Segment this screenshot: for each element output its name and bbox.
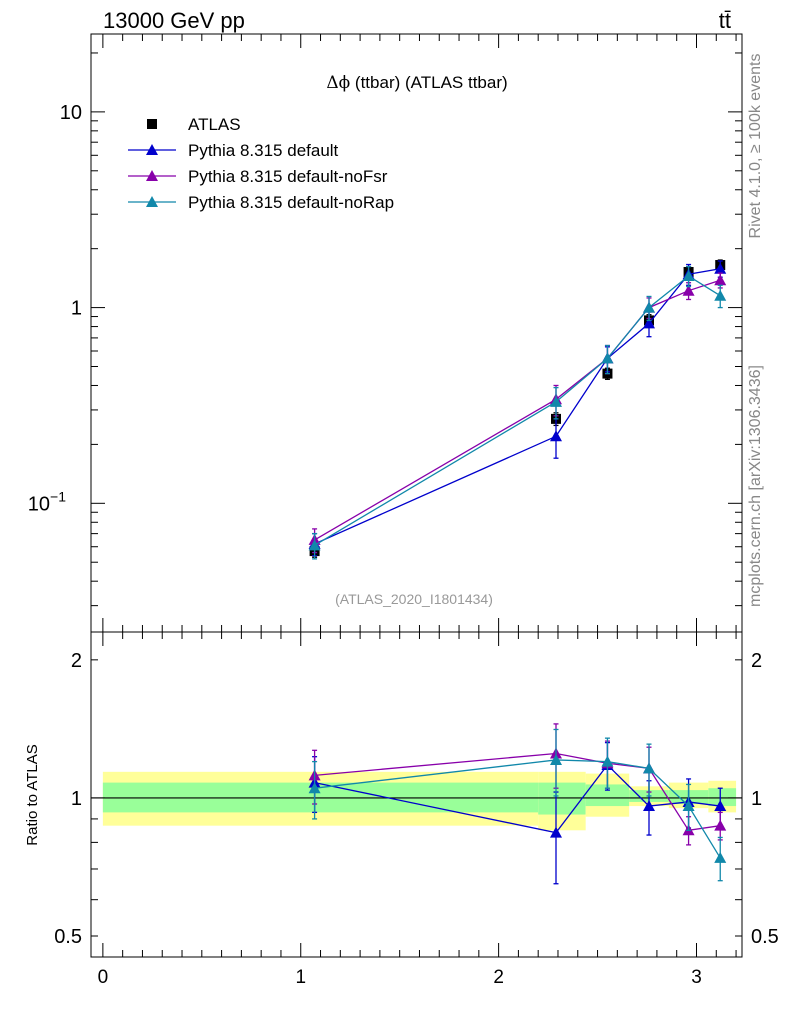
x-tick-label: 2: [493, 967, 504, 988]
ratio-point-noFsr: [714, 819, 727, 831]
ratio-y-tick-label-right: 1: [751, 788, 762, 810]
ratio-y-tick-label-right: 0.5: [751, 926, 779, 948]
ratio-point-noRap: [308, 782, 321, 794]
series-line-noRap: [314, 275, 721, 546]
legend-marker-noFsr: [146, 170, 158, 181]
ratio-point-default: [714, 800, 727, 812]
legend-label: ATLAS: [188, 115, 241, 134]
x-tick-label: 3: [691, 967, 702, 988]
ratio-y-tick-label-left: 1: [71, 788, 82, 810]
series-line-default: [314, 268, 721, 545]
ratio-panel: 0 1 2 3 2 2 1 1 0.5 0.5 Ratio to ATLAS: [24, 631, 779, 988]
point-noRap: [601, 352, 614, 364]
legend-marker-noRap: [146, 196, 158, 207]
legend: ATLAS Pythia 8.315 default Pythia 8.315 de…: [128, 115, 394, 212]
ratio-point-noRap: [714, 851, 727, 863]
ratio-point-noRap: [550, 753, 562, 765]
ratio-point-default: [643, 800, 655, 812]
legend-marker-default: [146, 144, 158, 155]
watermark: (ATLAS_2020_I1801434): [335, 591, 493, 607]
x-tick-label: 0: [98, 967, 109, 988]
ratio-line-noFsr: [314, 752, 721, 832]
point-default: [643, 317, 655, 329]
legend-label: Pythia 8.315 default-noRap: [188, 193, 394, 212]
uncertainty-band-inner: [708, 788, 737, 807]
point-default: [714, 262, 727, 274]
ratio-point-noRap: [682, 800, 695, 812]
point-noRap: [550, 395, 562, 407]
legend-label: Pythia 8.315 default: [188, 141, 339, 160]
point-noFsr: [714, 274, 727, 286]
ratio-line-default: [314, 763, 721, 834]
ratio-point-noRap: [643, 762, 655, 774]
mcplots-label: mcplots.cern.ch [arXiv:1306.3436]: [747, 365, 764, 607]
point-default: [550, 430, 562, 442]
ratio-frame: [90, 631, 743, 958]
point-noRap: [308, 539, 321, 551]
legend-label: Pythia 8.315 default-noFsr: [188, 167, 388, 186]
ratio-y-tick-label-right: 2: [751, 650, 762, 672]
y-tick-label: 10−1: [28, 488, 66, 515]
point-noFsr: [682, 284, 695, 296]
ratio-ylabel: Ratio to ATLAS: [24, 744, 41, 845]
ratio-point-default: [550, 826, 562, 838]
point-noRap: [714, 289, 727, 301]
main-panel: 10 1 10−1 Δϕ (ttbar) (ATLAS ttbar) (ATLAS_…: [28, 33, 743, 633]
series-line-noFsr: [314, 279, 721, 541]
point-noRap: [643, 301, 655, 313]
ratio-y-tick-label-left: 2: [71, 650, 82, 672]
energy-label: 13000 GeV pp: [103, 8, 245, 33]
x-tick-label: 1: [295, 967, 306, 988]
process-label: tt̄: [719, 8, 731, 33]
plot-title: Δϕ (ttbar) (ATLAS ttbar): [326, 73, 507, 93]
point-noRap: [682, 270, 695, 282]
uncertainty-band-inner: [538, 782, 586, 815]
legend-marker-atlas: [147, 119, 157, 129]
ratio-point-noRap: [601, 755, 614, 767]
y-tick-label: 1: [71, 298, 82, 320]
ratio-line-noRap: [314, 759, 721, 859]
ratio-y-tick-label-left: 0.5: [54, 926, 82, 948]
rivet-label: Rivet 4.1.0, ≥ 100k events: [747, 54, 764, 239]
y-tick-label: 10: [60, 102, 82, 124]
uncertainty-band-inner: [585, 784, 630, 807]
